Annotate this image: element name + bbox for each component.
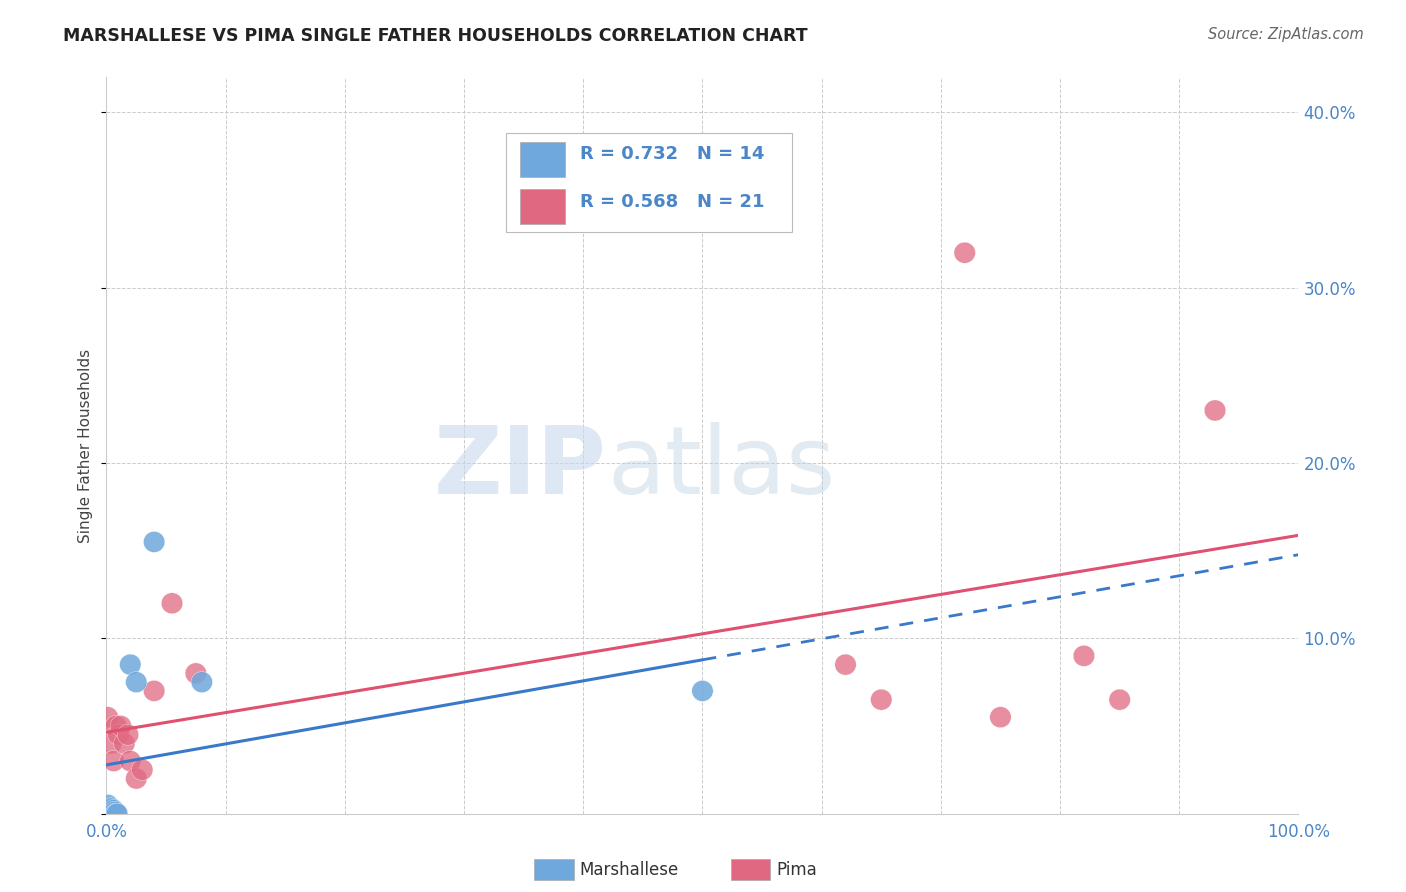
Text: Source: ZipAtlas.com: Source: ZipAtlas.com	[1208, 27, 1364, 42]
Ellipse shape	[870, 690, 891, 710]
Ellipse shape	[100, 733, 122, 754]
Ellipse shape	[955, 243, 976, 263]
Ellipse shape	[125, 768, 148, 789]
Ellipse shape	[1109, 690, 1130, 710]
Ellipse shape	[114, 733, 135, 754]
Ellipse shape	[835, 654, 856, 675]
Ellipse shape	[97, 794, 118, 815]
FancyBboxPatch shape	[520, 189, 565, 224]
Ellipse shape	[125, 672, 148, 693]
Ellipse shape	[1205, 400, 1226, 421]
Text: MARSHALLESE VS PIMA SINGLE FATHER HOUSEHOLDS CORRELATION CHART: MARSHALLESE VS PIMA SINGLE FATHER HOUSEH…	[63, 27, 808, 45]
Ellipse shape	[103, 750, 124, 772]
Text: Pima: Pima	[776, 861, 817, 879]
Ellipse shape	[186, 663, 207, 684]
Ellipse shape	[100, 801, 121, 822]
Ellipse shape	[104, 801, 125, 822]
Ellipse shape	[108, 724, 129, 745]
Ellipse shape	[143, 681, 165, 701]
Ellipse shape	[97, 706, 118, 728]
Ellipse shape	[107, 803, 128, 824]
Ellipse shape	[162, 593, 183, 614]
Ellipse shape	[100, 797, 122, 819]
Ellipse shape	[103, 799, 124, 821]
Ellipse shape	[117, 724, 139, 745]
FancyBboxPatch shape	[520, 142, 565, 178]
Ellipse shape	[101, 803, 124, 824]
Text: R = 0.732   N = 14: R = 0.732 N = 14	[579, 145, 763, 162]
Ellipse shape	[990, 706, 1011, 728]
FancyBboxPatch shape	[506, 133, 792, 232]
Ellipse shape	[110, 715, 132, 737]
Ellipse shape	[105, 715, 127, 737]
Ellipse shape	[105, 803, 127, 824]
Ellipse shape	[191, 672, 212, 693]
Ellipse shape	[692, 681, 713, 701]
Text: Marshallese: Marshallese	[579, 861, 679, 879]
Text: atlas: atlas	[607, 422, 835, 514]
Text: R = 0.568   N = 21: R = 0.568 N = 21	[579, 194, 765, 211]
Ellipse shape	[132, 759, 153, 780]
Ellipse shape	[120, 654, 141, 675]
Text: ZIP: ZIP	[434, 422, 607, 514]
Y-axis label: Single Father Households: Single Father Households	[79, 349, 93, 542]
Ellipse shape	[98, 799, 120, 821]
Ellipse shape	[143, 532, 165, 552]
Ellipse shape	[1073, 645, 1095, 666]
Ellipse shape	[120, 750, 141, 772]
